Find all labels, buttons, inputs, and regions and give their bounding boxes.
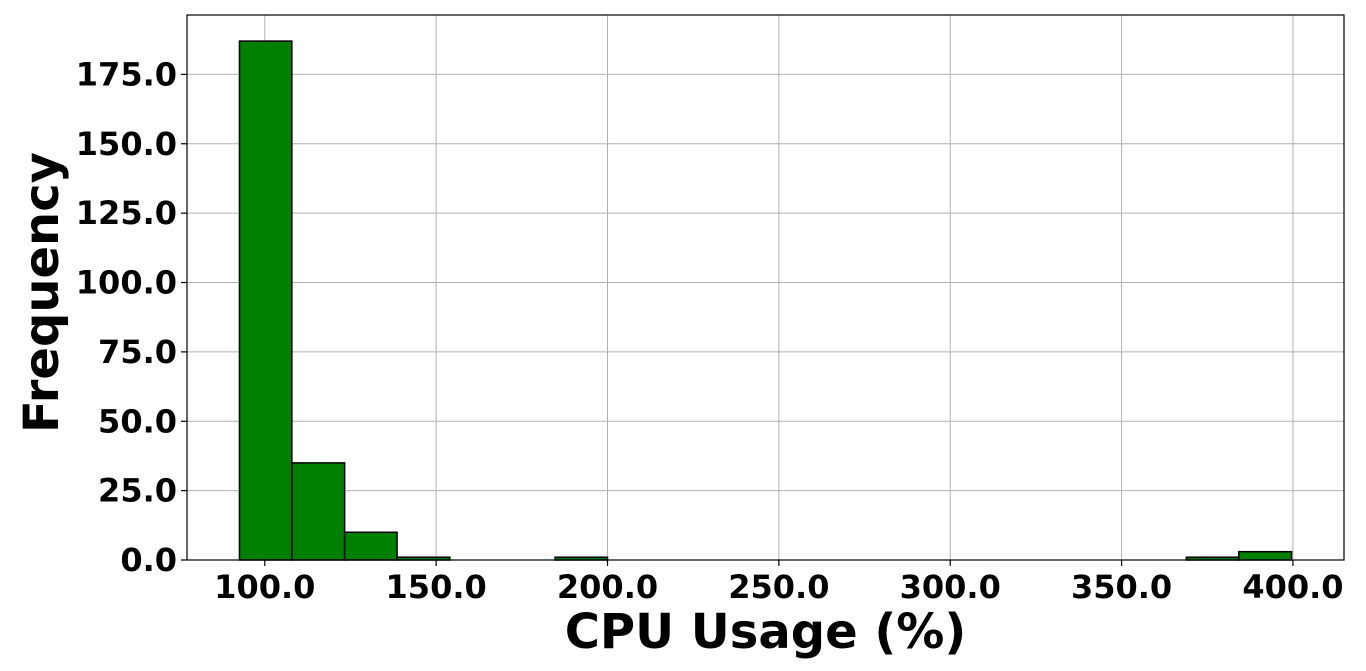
y-tick-label: 100.0: [76, 264, 177, 302]
y-tick-label: 0.0: [120, 541, 177, 579]
x-tick-label: 150.0: [386, 568, 487, 606]
histogram-bar: [1238, 550, 1293, 561]
grid-lines: [187, 15, 1344, 561]
y-tick-label: 150.0: [76, 125, 177, 163]
y-tick-label: 50.0: [98, 402, 177, 440]
x-axis-ticks: 100.0 150.0 200.0 250.0 300.0 350.0 400.0: [214, 560, 1344, 606]
y-tick-label: 125.0: [76, 194, 177, 232]
y-tick-label: 75.0: [98, 333, 177, 371]
x-tick-label: 400.0: [1242, 568, 1343, 606]
histogram-bars: [238, 40, 1293, 561]
histogram-bar: [343, 531, 398, 561]
y-axis-ticks: 0.0 25.0 50.0 75.0 100.0 125.0 150.0 175.0: [76, 55, 187, 579]
y-axis-title: Frequency: [14, 152, 70, 433]
x-tick-label: 300.0: [900, 568, 1001, 606]
x-tick-label: 100.0: [214, 568, 315, 606]
x-tick-label: 200.0: [557, 568, 658, 606]
x-tick-label: 250.0: [728, 568, 829, 606]
histogram-bar: [291, 462, 346, 561]
plot-frame: [186, 14, 1345, 561]
y-tick-label: 25.0: [98, 472, 177, 510]
histogram-bar: [238, 40, 293, 561]
x-axis-title: CPU Usage (%): [565, 604, 967, 660]
y-tick-label: 175.0: [76, 55, 177, 93]
x-tick-label: 350.0: [1071, 568, 1172, 606]
